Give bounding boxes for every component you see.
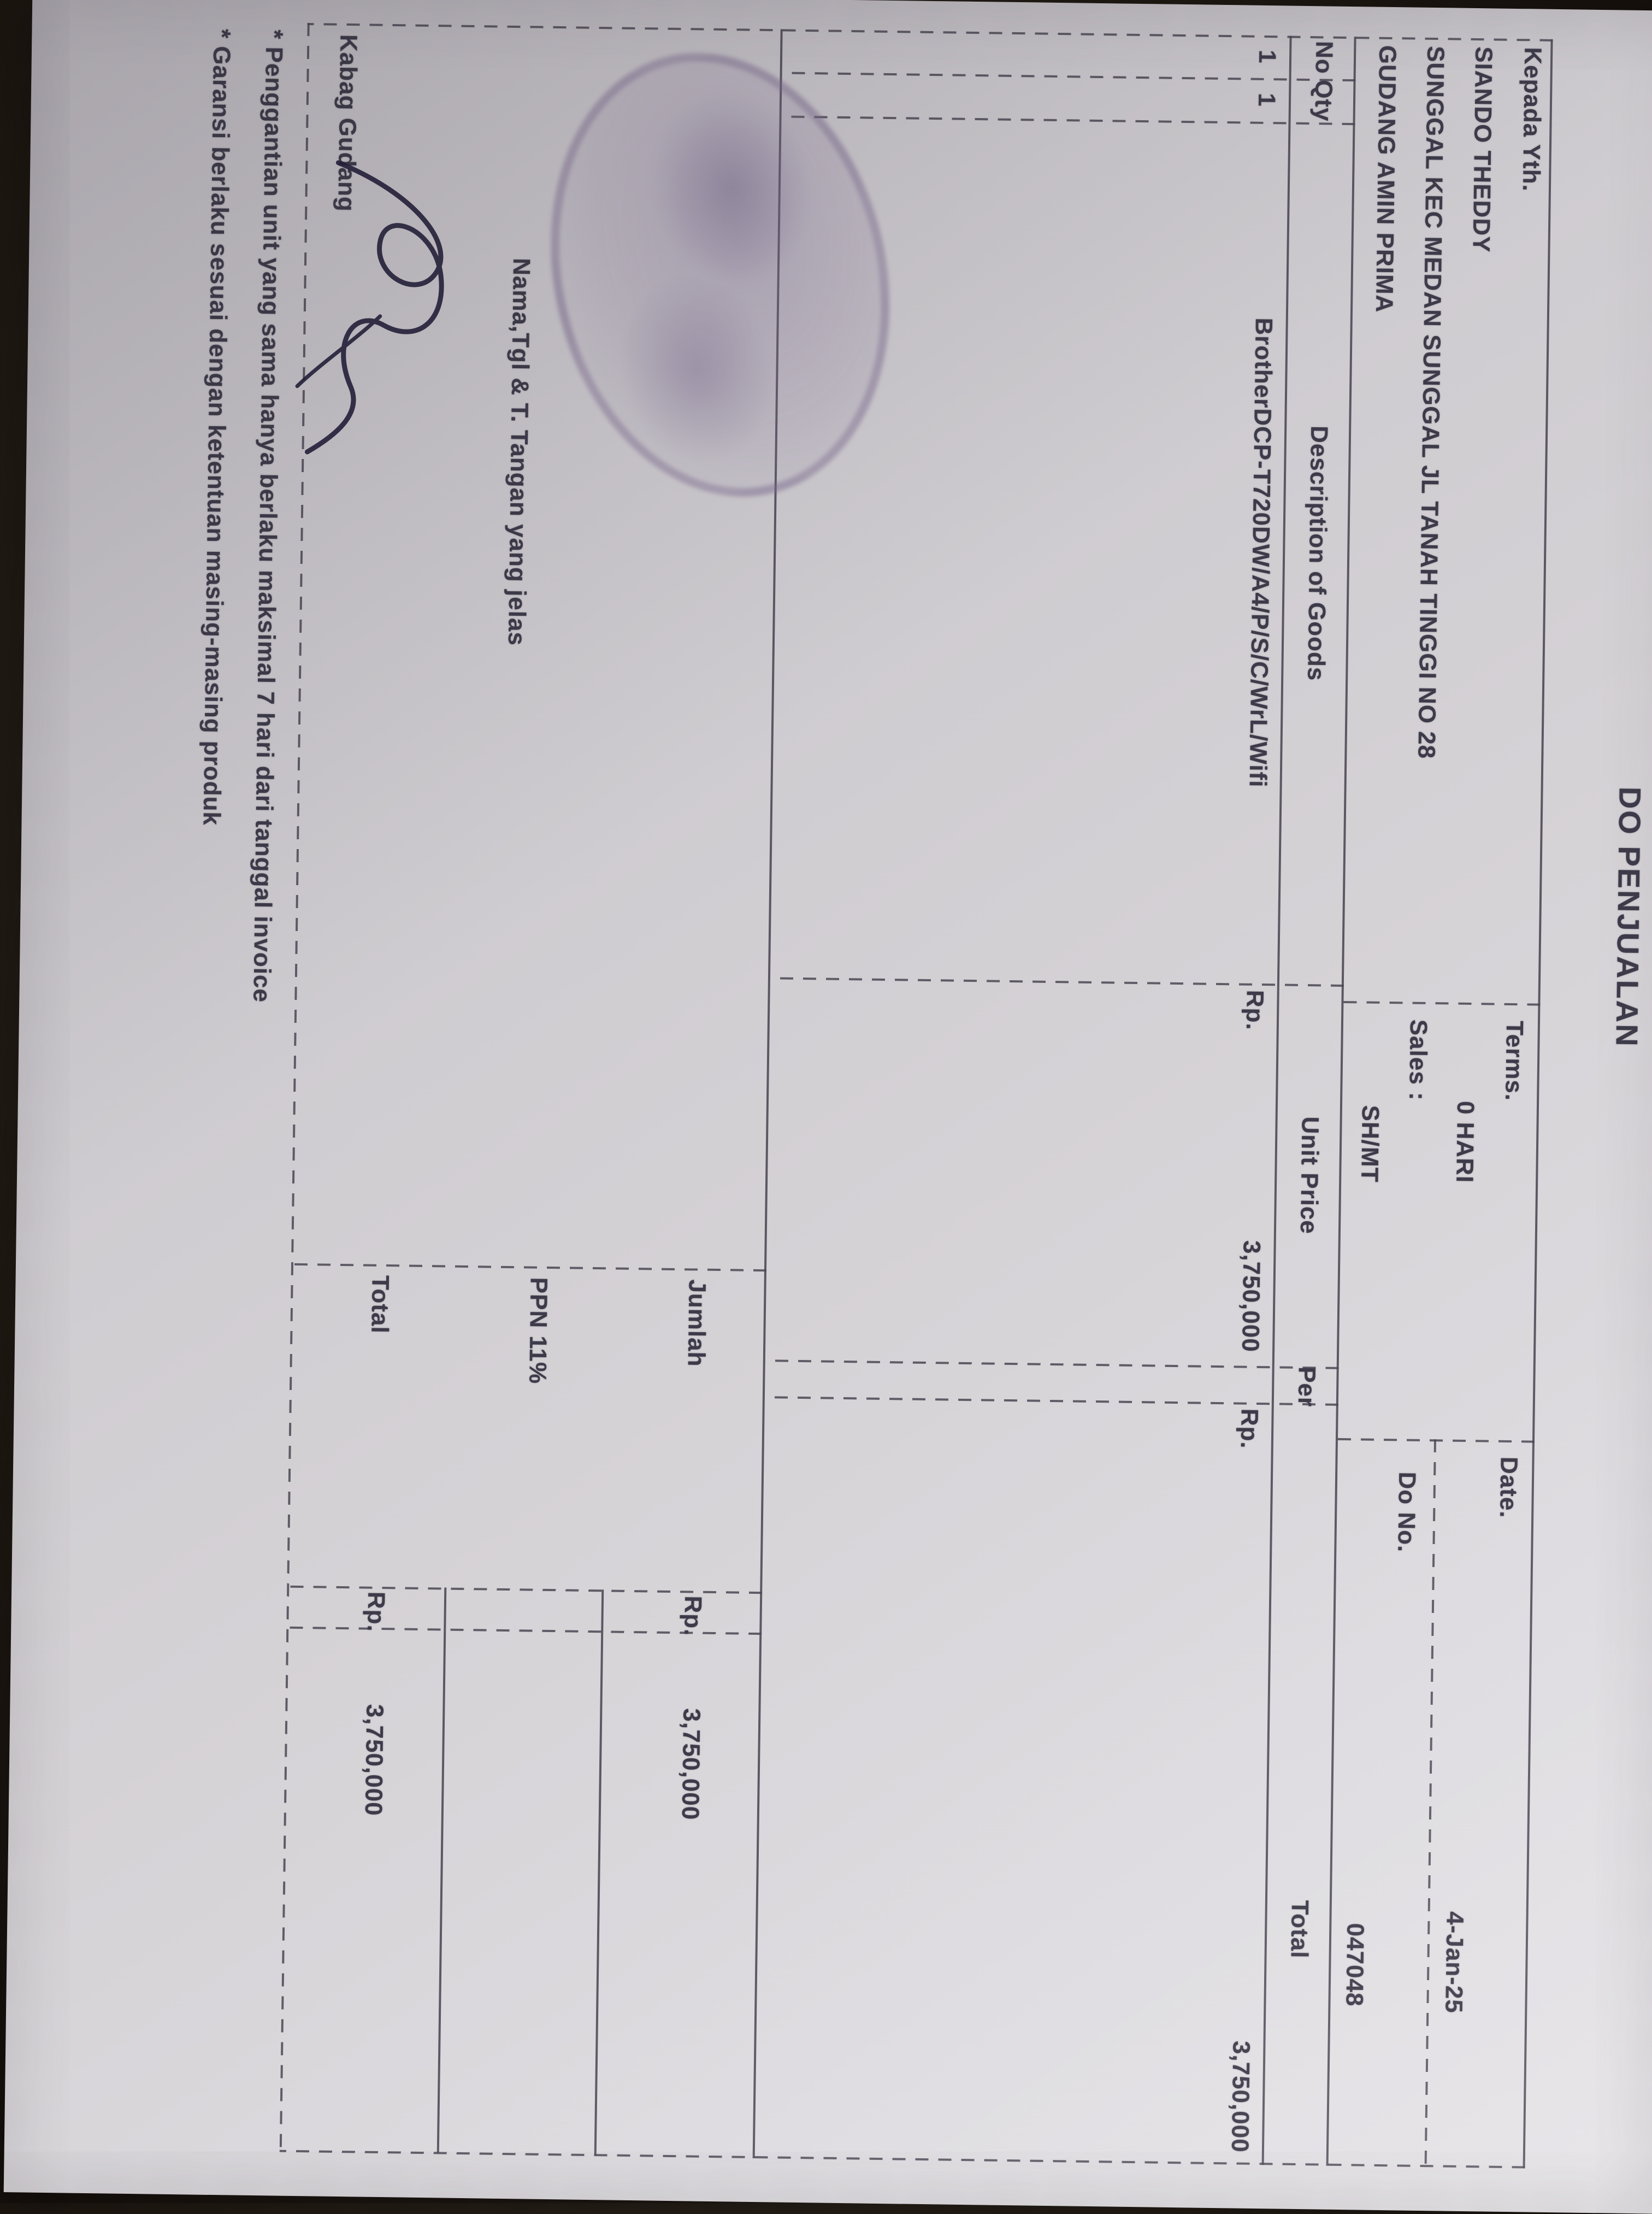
company-stamp <box>507 18 933 532</box>
summary-row2-divider <box>436 1587 447 2153</box>
summary-jumlah-currency: Rp. <box>679 1595 707 1636</box>
terms-label: Terms. <box>1500 1020 1529 1102</box>
stamp-smudge-2 <box>601 259 793 479</box>
paper-sheet: DO PENJUALAN Kepada Yth. SIANDO THEDDY S… <box>3 0 1652 2214</box>
customer-address: SUNGGAL KEC MEDAN SUNGGAL JL TANAH TINGG… <box>1413 45 1449 759</box>
date-value: 4-Jan-25 <box>1440 1911 1468 2014</box>
summary-jumlah-label: Jumlah <box>682 1279 711 1367</box>
row-unit-currency: Rp. <box>1241 990 1268 1031</box>
customer-terms-divider <box>1343 1000 1541 1006</box>
header-description: Description of Goods <box>1302 425 1333 681</box>
summary-box-left-border <box>289 1585 763 1594</box>
summary-total-currency: Rp. <box>362 1591 390 1633</box>
summary-total-label: Total <box>366 1275 394 1334</box>
header-no: No <box>1310 40 1338 74</box>
form-left-border <box>307 22 1553 42</box>
form-top-border <box>1523 39 1553 2169</box>
summary-label-zone-divider <box>293 1263 766 1272</box>
do-number-value: 047048 <box>1341 1923 1369 2007</box>
header-total: Total <box>1285 1900 1313 1959</box>
terms-value: 0 HARI <box>1451 1100 1479 1183</box>
summary-total-amount: 3,750,000 <box>359 1704 388 1816</box>
footnote-warranty: * Garansi berlaku sesuai dengan ketentua… <box>198 28 235 826</box>
row-qty: 1 <box>1253 92 1281 108</box>
stamp-smudge-1 <box>629 72 835 303</box>
summary-row1-divider <box>594 1589 604 2156</box>
summary-jumlah-amount: 3,750,000 <box>676 1708 705 1821</box>
header-unit-price: Unit Price <box>1295 1116 1324 1235</box>
row-description: BrotherDCP-T720DW/A4/P/S/C/WrL/Wifi <box>1244 317 1277 788</box>
row-unit-price: 3,750,000 <box>1237 1240 1265 1353</box>
delivery-order-document: DO PENJUALAN Kepada Yth. SIANDO THEDDY S… <box>3 0 1652 2214</box>
date-label: Date. <box>1495 1456 1523 1518</box>
header-per: Per <box>1293 1366 1320 1408</box>
do-number-label: Do No. <box>1393 1471 1421 1553</box>
summary-ppn-label: PPN 11% <box>524 1277 552 1385</box>
sales-value: SH/MT <box>1356 1105 1384 1183</box>
customer-label: Kepada Yth. <box>1517 47 1547 192</box>
col-per-total-divider <box>764 1396 1338 1406</box>
handwritten-signature <box>295 160 444 455</box>
sales-label: Sales : <box>1404 1019 1432 1101</box>
col-unitprice-per-divider <box>765 1359 1339 1369</box>
footnote-replacement: * Penggantian unit yang sama hanya berla… <box>248 29 288 1003</box>
document-title: DO PENJUALAN <box>1609 786 1648 1049</box>
customer-name: SIANDO THEDDY <box>1467 46 1497 253</box>
row-no: 1 <box>1253 49 1281 64</box>
row-total-currency: Rp. <box>1235 1408 1263 1449</box>
row-total: 3,750,000 <box>1226 2040 1255 2153</box>
form-right-border <box>279 2150 1525 2169</box>
date-dono-divider <box>1424 1439 1437 2166</box>
header-qty: Qty <box>1309 79 1337 122</box>
customer-warehouse-note: GUDANG AMIN PRIMA <box>1370 45 1401 313</box>
